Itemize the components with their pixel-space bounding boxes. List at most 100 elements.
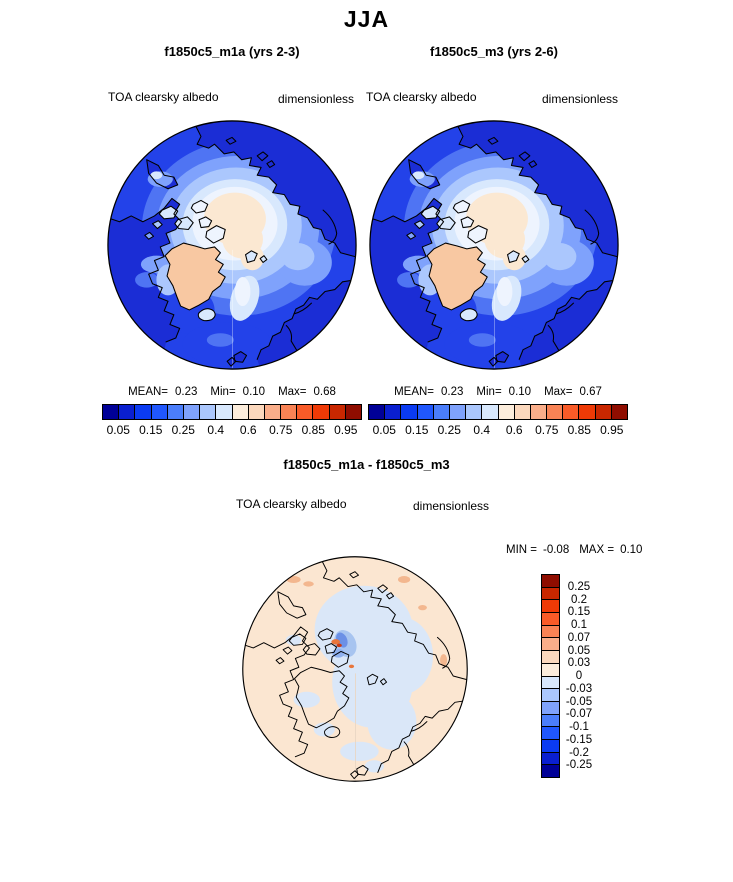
colorbar-segment [216, 405, 233, 419]
colorbar-segment [514, 405, 531, 419]
colorbar-ticks-m3: 0.05 0.15 0.25 0.4 0.6 0.75 0.85 0.95 [368, 423, 628, 437]
units-label-m1a: dimensionless [278, 92, 355, 106]
colorbar-segment [595, 405, 612, 419]
colorbar-segment [542, 575, 559, 588]
diff-colorbar-ticks: 0.25 0.2 0.15 0.1 0.07 0.05 0.03 0 -0.03 -0.05 -0.… [560, 574, 600, 778]
colorbar-segment [119, 405, 136, 419]
diff-max-label: MAX = [579, 544, 615, 556]
mean-value: 0.23 [175, 386, 198, 398]
colorbar-segment [498, 405, 515, 419]
colorbar-tick-label: -0.25 [565, 759, 593, 772]
max-value: 0.67 [579, 386, 602, 398]
mean-label: MEAN= [128, 386, 169, 398]
diff-title: f1850c5_m1a - f1850c5_m3 [283, 457, 450, 472]
mean-label: MEAN= [394, 386, 435, 398]
variable-label-m1a: TOA clearsky albedo [108, 90, 219, 104]
colorbar-segment [542, 727, 559, 740]
colorbar-segment [542, 613, 559, 626]
colorbar-segment [542, 663, 559, 677]
colorbar-tick-label: 0.75 [535, 423, 559, 437]
colorbar-segment [167, 405, 184, 419]
colorbar-tick-label: 0.25 [567, 580, 591, 593]
max-label: Max= [278, 386, 307, 398]
colorbar-tick-label: 0.85 [301, 423, 325, 437]
colorbar-segment [401, 405, 418, 419]
colorbar-tick-label: 0 [575, 670, 583, 682]
colorbar-tick-label: 0.4 [473, 423, 491, 437]
colorbar-segment [313, 405, 330, 419]
colorbar-segment [547, 405, 564, 419]
colorbar-tick-label: 0.95 [600, 423, 624, 437]
mean-value: 0.23 [441, 386, 464, 398]
variable-label-diff: TOA clearsky albedo [236, 497, 347, 511]
colorbar-segment [183, 405, 201, 419]
colorbar-segment [542, 676, 559, 690]
colorbar-tick-label: -0.07 [565, 708, 593, 721]
colorbar-segment [248, 405, 265, 419]
colorbar-segment [579, 405, 596, 419]
colorbar-segment [329, 405, 346, 419]
colorbar-tick-label: -0.15 [565, 733, 593, 746]
colorbar-tick-label: 0.05 [372, 423, 396, 437]
colorbar-tick-label: 0.05 [567, 644, 591, 657]
colorbar-tick-label: 0.6 [239, 423, 257, 437]
units-label-m3: dimensionless [542, 92, 619, 106]
colorbar-segment [385, 405, 402, 419]
min-label: Min= [476, 386, 502, 398]
colorbar-segment [542, 739, 559, 753]
max-value: 0.68 [313, 386, 336, 398]
diff-max-value: 0.10 [620, 544, 643, 556]
colorbar-segment [449, 405, 467, 419]
colorbar-tick-label: -0.2 [569, 746, 589, 759]
diff-min-label: MIN = [506, 544, 537, 556]
colorbar-segment [466, 405, 483, 419]
variable-label-m3: TOA clearsky albedo [366, 90, 477, 104]
colorbar-segment [200, 405, 217, 419]
colorbar-segment [542, 651, 559, 664]
colorbar-segment [542, 752, 559, 766]
colorbar-tick-label: -0.1 [569, 721, 589, 733]
colorbar-segment [542, 701, 559, 715]
colorbar-tick-label: 0.2 [571, 593, 587, 606]
colorbar-segment [297, 405, 314, 419]
colorbar-segment [264, 405, 282, 419]
colorbar-segment [542, 638, 559, 652]
colorbar-segment [542, 625, 559, 639]
colorbar-segment [417, 405, 434, 419]
diff-minmax: MIN = -0.08 MAX = 0.10 [506, 544, 642, 556]
colorbar-segment [151, 405, 168, 419]
albedo-map-m3 [368, 119, 620, 371]
colorbar-segment [542, 689, 559, 702]
colorbar-segment [542, 600, 559, 614]
colorbar-tick-label: -0.05 [565, 695, 593, 708]
colorbar-segment [542, 587, 559, 601]
colorbar-segment [482, 405, 499, 419]
colorbar-segment [542, 765, 559, 777]
colorbar-tick-label: 0.15 [405, 423, 429, 437]
panel-title-m3: f1850c5_m3 (yrs 2-6) [430, 44, 558, 59]
colorbar-tick-label: 0.95 [334, 423, 358, 437]
colorbar-segment [135, 405, 152, 419]
colorbar-segment [103, 405, 120, 419]
colorbar-segment [530, 405, 548, 419]
colorbar-m3 [368, 404, 628, 420]
colorbar-tick-label: 0.25 [171, 423, 195, 437]
colorbar-segment [563, 405, 580, 419]
colorbar-ticks-m1a: 0.05 0.15 0.25 0.4 0.6 0.75 0.85 0.95 [102, 423, 362, 437]
colorbar-tick-label: 0.6 [505, 423, 523, 437]
panel-title-m1a: f1850c5_m1a (yrs 2-3) [164, 44, 300, 59]
units-label-diff: dimensionless [413, 499, 490, 513]
colorbar-segment [433, 405, 450, 419]
colorbar-tick-label: 0.1 [571, 619, 587, 631]
colorbar-segment [345, 405, 361, 419]
colorbar-segment [232, 405, 249, 419]
colorbar-tick-label: 0.07 [567, 631, 591, 644]
colorbar-tick-label: 0.85 [567, 423, 591, 437]
colorbar-tick-label: 0.05 [106, 423, 130, 437]
colorbar-tick-label: 0.15 [139, 423, 163, 437]
colorbar-tick-label: 0.4 [207, 423, 225, 437]
stats-m1a: MEAN= 0.23 Min= 0.10 Max= 0.68 [102, 386, 362, 398]
colorbar-tick-label: 0.25 [437, 423, 461, 437]
min-label: Min= [210, 386, 236, 398]
difference-map [241, 555, 469, 783]
